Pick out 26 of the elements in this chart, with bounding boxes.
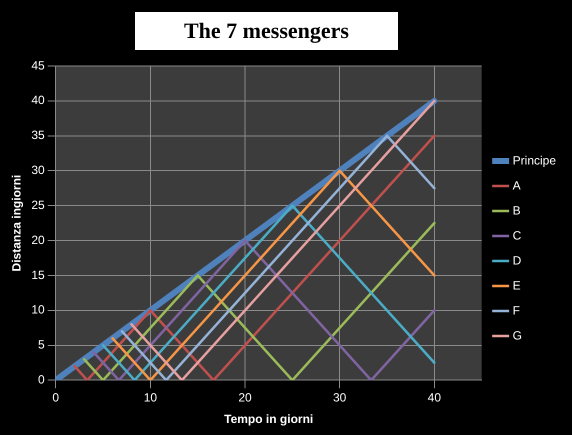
- x-tick-label: 0: [52, 390, 60, 405]
- y-tick-label: 25: [31, 198, 46, 212]
- legend-label: A: [512, 178, 521, 192]
- y-tick-label: 20: [31, 232, 46, 247]
- legend-label: B: [512, 203, 521, 218]
- y-tick-label: 40: [31, 93, 46, 108]
- legend-label: F: [512, 303, 520, 318]
- legend-label: D: [512, 253, 522, 268]
- x-tick-label: 40: [428, 390, 442, 405]
- y-tick-label: 10: [31, 302, 46, 317]
- y-tick-label: 15: [31, 268, 46, 282]
- y-tick-label: 35: [31, 128, 46, 142]
- x-tick-label: 30: [333, 390, 347, 405]
- legend-label: G: [512, 328, 522, 342]
- x-tick-label: 10: [144, 390, 158, 405]
- x-axis-title: Tempo in giorni: [224, 412, 314, 426]
- x-tick-label: 20: [238, 390, 252, 405]
- y-tick-label: 0: [38, 372, 46, 387]
- y-tick-label: 45: [31, 58, 46, 72]
- legend-label: Principe: [512, 153, 556, 168]
- chart-title: The 7 messengers: [135, 12, 398, 50]
- y-tick-label: 30: [31, 163, 46, 178]
- legend-label: C: [512, 228, 522, 242]
- legend-label: E: [512, 278, 521, 292]
- y-axis-title: Distanza ingiorni: [10, 174, 24, 272]
- y-tick-label: 5: [38, 338, 46, 352]
